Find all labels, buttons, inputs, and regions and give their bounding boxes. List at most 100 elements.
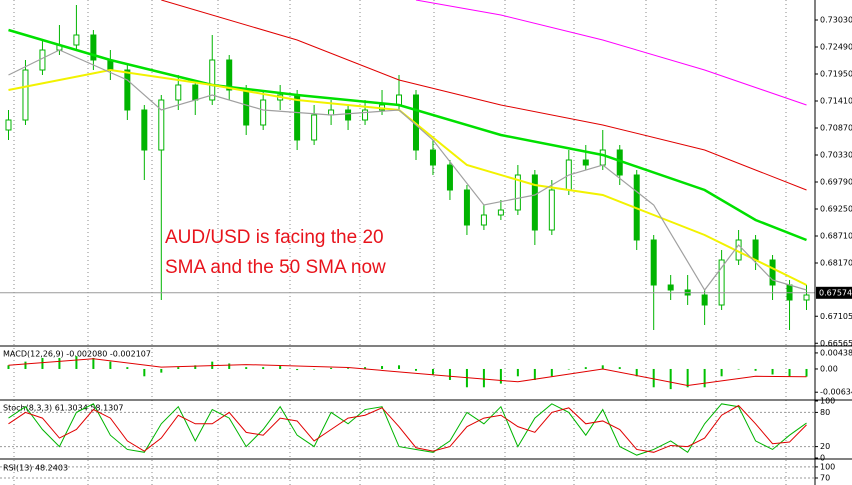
macd-bar	[584, 367, 587, 369]
line-series	[161, 0, 807, 191]
panel-label: MACD(12,26,9) -0.002080 -0.002107	[3, 350, 151, 359]
candle-body	[192, 84, 199, 101]
y-tick-label: 0.68170	[820, 259, 852, 268]
y-tick-label: 0.70870	[820, 124, 852, 133]
panel-label: RSI(13) 48.2403	[3, 464, 68, 473]
candle-body	[345, 109, 352, 121]
macd-bar	[720, 368, 723, 377]
macd-bar	[126, 367, 129, 369]
candle-body	[158, 99, 165, 151]
macd-bar	[160, 368, 163, 373]
candle-body	[22, 69, 29, 121]
candle-body	[175, 84, 182, 101]
macd-bar	[686, 368, 689, 388]
candle-body	[752, 239, 759, 261]
macd-bar	[330, 367, 333, 369]
current-price-box	[816, 286, 852, 299]
candle-body	[480, 214, 487, 226]
macd-bar	[279, 366, 282, 369]
macd-bar	[618, 367, 621, 369]
macd-bar	[92, 357, 95, 369]
candle-body	[396, 94, 403, 106]
macd-bar	[788, 368, 791, 377]
macd-bar	[448, 368, 451, 380]
macd-bar	[381, 366, 384, 369]
y-tick-label: 0.69250	[820, 205, 852, 214]
macd-bar	[703, 368, 706, 388]
annotation: SMA and the 50 SMA now	[165, 257, 386, 278]
candle-body	[73, 34, 80, 46]
candle-body	[328, 109, 335, 116]
y-tick-label: 0.72490	[820, 43, 852, 52]
macd-bar	[601, 365, 604, 369]
candle-body	[311, 114, 318, 141]
candle-body	[209, 59, 216, 101]
current-price-label: 0.67574	[819, 288, 852, 297]
candle-body	[718, 259, 725, 306]
macd-bar	[533, 368, 536, 380]
candle-body	[463, 189, 470, 226]
candle-body	[599, 149, 606, 166]
candle-body	[701, 294, 708, 306]
panel-label: Stoch(8,3,3) 61.3034 58.1307	[3, 404, 123, 413]
macd-bar	[516, 368, 519, 377]
candle-body	[226, 59, 233, 91]
candle-body	[124, 69, 131, 111]
macd-bar	[567, 368, 570, 370]
y-tick-label: 0.69790	[820, 178, 852, 187]
y-tick-label: 0	[820, 454, 825, 463]
y-tick-label: 0.66565	[820, 339, 852, 348]
macd-bar	[364, 367, 367, 369]
macd-bar	[245, 367, 248, 369]
macd-bar	[652, 368, 655, 388]
macd-bar	[262, 367, 265, 369]
y-tick-label: 20	[820, 442, 830, 451]
macd-bar	[109, 361, 112, 369]
macd-bar	[414, 368, 417, 371]
macd-bar	[41, 357, 44, 369]
macd-bar	[177, 367, 180, 369]
line-series	[8, 28, 807, 242]
macd-bar	[550, 368, 553, 377]
candle-body	[243, 89, 250, 126]
y-tick-label: 0.71410	[820, 97, 852, 106]
macd-bar	[737, 368, 740, 370]
y-tick-label: 0.73030	[820, 16, 852, 25]
macd-bar	[635, 368, 638, 377]
macd-bar	[771, 368, 774, 375]
candle-body	[362, 109, 369, 121]
candle-body	[5, 119, 12, 131]
macd-bar	[24, 361, 27, 369]
y-tick-label: 0.68710	[820, 232, 852, 241]
candle-body	[548, 189, 555, 231]
line-series	[8, 358, 807, 386]
candle-body	[446, 164, 453, 191]
candle-body	[497, 209, 504, 216]
line-series	[8, 404, 807, 453]
candle-body	[667, 284, 674, 291]
macd-bar	[296, 368, 299, 371]
macd-bar	[228, 363, 231, 369]
candle-body	[531, 174, 538, 231]
y-tick-label: 70	[820, 473, 830, 482]
candle-body	[294, 94, 301, 141]
candle-body	[582, 159, 589, 166]
macd-bar	[143, 368, 146, 377]
macd-bar	[58, 357, 61, 369]
line-series	[8, 68, 807, 286]
y-tick-label: -0.006345	[820, 388, 852, 397]
macd-bar	[347, 368, 350, 369]
y-tick-label: 0.71950	[820, 70, 852, 79]
line-series	[415, 0, 807, 106]
candle-body	[429, 149, 436, 166]
line-series	[8, 49, 807, 292]
macd-bar	[75, 356, 78, 369]
candle-body	[650, 239, 657, 286]
candle-body	[39, 49, 46, 71]
y-tick-label: 100	[820, 462, 835, 471]
candle-body	[260, 99, 267, 126]
y-tick-label: 100	[820, 397, 835, 406]
